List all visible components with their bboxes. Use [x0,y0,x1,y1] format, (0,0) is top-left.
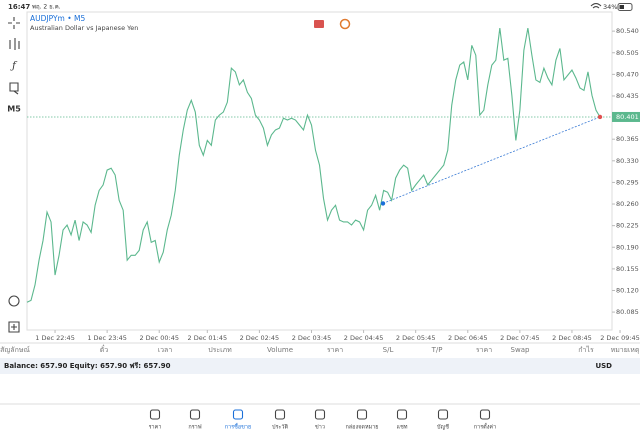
objects-tool[interactable] [9,82,19,95]
chart-title: AUDJPYm • M5 [30,14,86,23]
tab-icon[interactable] [437,409,449,420]
toolbar: ƒ M5 [7,17,21,333]
x-tick-label: 2 Dec 02:45 [240,334,280,342]
timeframe[interactable]: M5 [7,105,21,114]
y-tick-label: 80.190 [616,243,639,251]
y-tick-label: 80.295 [616,178,639,186]
tab-icon[interactable] [232,409,244,420]
crosshair-tool[interactable] [8,17,20,29]
account-summary: Balance: 657.90 Equity: 657.90 ฟรี: 657.… [4,362,171,370]
tab-icon[interactable] [396,409,408,420]
column-header[interactable]: Swap [511,346,530,354]
zoom-tool[interactable] [8,295,20,307]
status-time: 16:47 [8,3,30,11]
current-marker [597,114,603,120]
tab-label[interactable]: กราฟ [188,424,201,431]
chart-type-tool[interactable] [9,38,20,50]
tab-icon[interactable] [149,409,161,420]
y-tick-label: 80.470 [616,70,639,78]
wifi-icon [590,2,602,9]
current-price-box [612,111,640,122]
column-header[interactable]: เวลา [158,346,173,354]
table-header: สัญลักษณ์ ตั๋ว เวลา ประเภท Volume ราคา S/L T/P ร… [0,345,640,354]
new-order-tool[interactable] [8,321,20,333]
tab-label[interactable]: ประวัติ [272,424,288,431]
open-marker [380,201,386,206]
account-row [0,358,640,374]
y-tick-label: 80.330 [616,157,639,165]
battery-icon [617,3,633,11]
y-tick-label: 80.155 [616,265,639,273]
x-tick-label: 2 Dec 00:45 [139,334,179,342]
tab-label[interactable]: กล่องจดหมาย [345,425,378,431]
y-tick-label: 80.225 [616,222,639,230]
one-click-icon[interactable] [339,18,351,30]
status-date: พฤ. 2 ธ.ค. [32,4,61,11]
account-currency: USD [595,362,612,370]
y-tick-label: 80.085 [616,308,639,316]
chart-subtitle: Australian Dollar vs Japanese Yen [30,24,138,32]
x-tick-label: 2 Dec 04:45 [344,334,384,342]
y-tick-label: 80.435 [616,92,639,100]
column-header[interactable]: S/L [383,346,394,354]
x-tick-label: 2 Dec 06:45 [448,334,488,342]
tab-icon[interactable] [314,409,326,420]
tab-bar: ราคา กราฟ การซื้อขาย ประวัติ ข่าว กล่องจดหมาย… [149,409,496,431]
x-tick-label: 2 Dec 03:45 [292,334,332,342]
column-header[interactable]: ราคา [327,346,343,354]
x-tick-label: 1 Dec 22:45 [35,334,75,342]
column-header[interactable]: T/P [431,346,443,354]
tab-label[interactable]: แชท [397,424,408,431]
x-tick-label: 2 Dec 05:45 [396,334,436,342]
column-header[interactable]: หมายเหตุ [611,346,640,354]
x-tick-label: 2 Dec 08:45 [552,334,592,342]
y-tick-label: 80.505 [616,49,639,57]
column-header[interactable]: ราคา [476,346,492,354]
y-tick-label: 80.120 [616,286,639,294]
x-tick-label: 1 Dec 23:45 [87,334,127,342]
tab-label[interactable]: ราคา [149,425,162,431]
x-tick-label: 2 Dec 09:45 [600,334,640,342]
x-tick-label: 2 Dec 01:45 [188,334,228,342]
trade-line [382,116,601,204]
battery-fill [619,5,624,9]
tab-label[interactable]: บัญชี [437,424,449,431]
quick-trade-icon[interactable] [314,20,324,28]
column-header[interactable]: ประเภท [208,346,232,354]
tab-label[interactable]: การซื้อขาย [225,423,251,431]
chart-frame [26,11,613,331]
y-tick-label: 80.260 [616,200,639,208]
x-tick-label: 2 Dec 07:45 [500,334,540,342]
tab-label[interactable]: การตั้งค่า [474,423,496,431]
y-tick-label: 80.540 [616,27,639,35]
tab-icon[interactable] [189,409,201,420]
price-line [26,27,601,303]
battery-level: 34% [603,3,617,11]
column-header[interactable]: Volume [267,346,293,354]
y-tick-label: 80.365 [616,135,639,143]
indicator-tool[interactable]: ƒ [10,61,18,72]
tab-icon[interactable] [356,409,368,420]
plot: 80.540 80.505 80.470 80.435 80.365 80.330 80.2… [26,27,640,342]
current-price-label: 80.401 [616,113,639,121]
column-header[interactable]: สัญลักษณ์ [0,346,30,354]
tab-icon[interactable] [274,409,286,420]
tab-label[interactable]: ข่าว [315,425,325,431]
tab-icon[interactable] [479,409,491,420]
column-header[interactable]: กำไร [578,345,594,354]
column-header[interactable]: ตั๋ว [100,345,109,354]
